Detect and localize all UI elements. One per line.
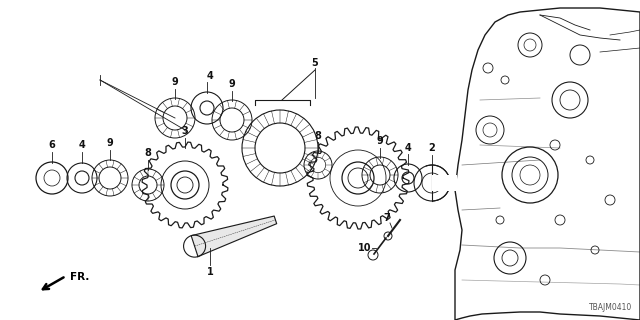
Text: 9: 9 — [107, 138, 113, 148]
Text: 9: 9 — [376, 136, 383, 146]
Text: 8: 8 — [315, 131, 321, 141]
Text: 4: 4 — [404, 143, 412, 153]
Text: 2: 2 — [429, 143, 435, 153]
Text: FR.: FR. — [70, 272, 90, 282]
Text: TBAJM0410: TBAJM0410 — [589, 303, 632, 312]
Text: 6: 6 — [49, 140, 56, 150]
Text: 10: 10 — [358, 243, 372, 253]
Bar — [432, 175, 457, 191]
Text: 7: 7 — [383, 213, 390, 223]
Text: 3: 3 — [182, 126, 188, 136]
Text: 5: 5 — [312, 58, 318, 68]
Polygon shape — [191, 216, 276, 257]
Text: 4: 4 — [79, 140, 85, 150]
Text: 1: 1 — [207, 267, 213, 277]
Text: 9: 9 — [172, 77, 179, 87]
Text: 4: 4 — [207, 71, 213, 81]
Text: 8: 8 — [145, 148, 152, 158]
Text: 9: 9 — [228, 79, 236, 89]
